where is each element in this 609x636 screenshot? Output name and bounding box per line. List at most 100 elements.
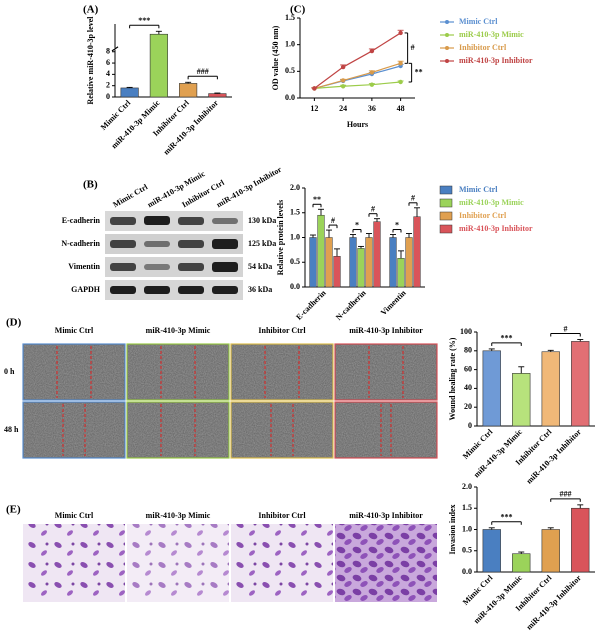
x-axis-label: Hours [347,120,368,129]
image-texture [336,345,436,399]
significance-label: ** [415,67,423,76]
data-point [398,61,403,66]
error-bar [547,349,554,352]
y-tick-label: 0 [106,92,110,101]
blot-strip [105,234,243,254]
significance-label: *** [501,513,513,522]
y-axis-label: Wound healing rate (%) [448,337,457,420]
x-tick-label: 36 [368,104,376,113]
legend-swatch [439,198,453,208]
y-tick-label: 2.0 [462,482,472,491]
x-tick-label: 48 [397,104,405,113]
row-label: 48 h [4,425,19,434]
bar [541,529,560,573]
protein-label: E-cadherin [62,216,101,225]
protein-size: 54 kDa [248,262,272,271]
image-texture [232,345,332,399]
y-tick-label: 6 [106,58,110,67]
error-bar [155,30,162,35]
significance-label: ** [313,195,321,204]
bar [571,507,590,573]
bar [208,93,227,98]
panel-label: (E) [6,504,21,516]
y-tick-label: 2 [106,81,110,90]
bar [413,216,421,288]
row-label: 0 h [4,367,15,376]
y-tick-label: 1.0 [285,39,295,48]
error-bar [334,248,340,257]
data-point [369,48,375,54]
panel-label: (A) [83,4,99,16]
bar [149,33,168,98]
series-line [314,81,401,89]
panel-label: (C) [290,4,306,16]
lane-label: miR-410-3p Inhibitor [215,165,284,210]
error-bar [326,229,332,238]
axis-break [111,46,119,52]
y-tick-label: 0.5 [285,66,295,75]
significance-label: # [564,324,568,333]
column-label: miR-410-3p Inhibitor [349,511,423,520]
legend-swatch [439,185,453,195]
bar [325,237,333,288]
bar [365,237,373,288]
panel-label: (B) [83,179,98,191]
error-bar [518,366,525,374]
invasion-image [231,524,333,602]
y-tick-label: 0.0 [285,93,295,102]
x-tick-label: miR-410-3p Inhibitor [525,573,584,632]
y-tick-label: 1.0 [462,524,472,533]
bar [389,237,397,288]
legend-label: miR-410-3p Inhibitor [459,56,533,65]
significance-label: ### [197,67,209,76]
bar [120,87,139,98]
bar [317,214,325,288]
y-tick-label: 40 [464,383,472,392]
significance-label: ### [560,490,572,499]
error-bar [488,348,495,351]
error-bar [185,81,192,84]
error-bar [366,233,372,238]
invasion-image [23,524,125,602]
error-bar [358,245,364,249]
error-bar [414,207,420,217]
y-tick-label: 2.0 [290,183,300,192]
legend-label: Mimic Ctrl [459,17,498,26]
bar [333,256,341,288]
column-label: Mimic Ctrl [55,511,94,520]
y-axis-label: Invasion index [448,504,457,554]
column-label: Inhibitor Ctrl [258,511,306,520]
error-bar [547,527,554,530]
bar [512,553,531,573]
legend-marker [445,59,449,63]
x-tick-label: 24 [339,104,347,113]
error-bar [488,527,495,530]
x-tick-label: N-cadherin [334,288,368,322]
legend-label: miR-410-3p Mimic [459,30,524,39]
legend-label: miR-410-3p Mimic [459,198,524,207]
legend-swatch [439,224,453,234]
blot-strip [105,257,243,277]
column-label: Inhibitor Ctrl [258,326,306,335]
y-tick-label: 1.5 [285,13,295,22]
protein-label: GAPDH [71,285,101,294]
column-label: miR-410-3p Mimic [146,326,211,335]
bar [482,350,501,427]
data-point [312,86,317,91]
data-point [369,82,375,87]
error-bar [577,339,584,342]
legend-marker [445,46,449,50]
series-line [314,32,401,89]
panel-label: (D) [6,317,22,329]
y-tick-label: 80 [464,346,472,355]
error-bar [214,92,221,94]
legend-marker [445,20,449,24]
bar [482,529,501,573]
image-texture [24,345,124,399]
y-tick-label: 4 [106,69,110,78]
y-tick-label: 0.0 [290,282,300,291]
x-tick-label: 12 [310,104,318,113]
protein-size: 130 kDa [248,216,276,225]
